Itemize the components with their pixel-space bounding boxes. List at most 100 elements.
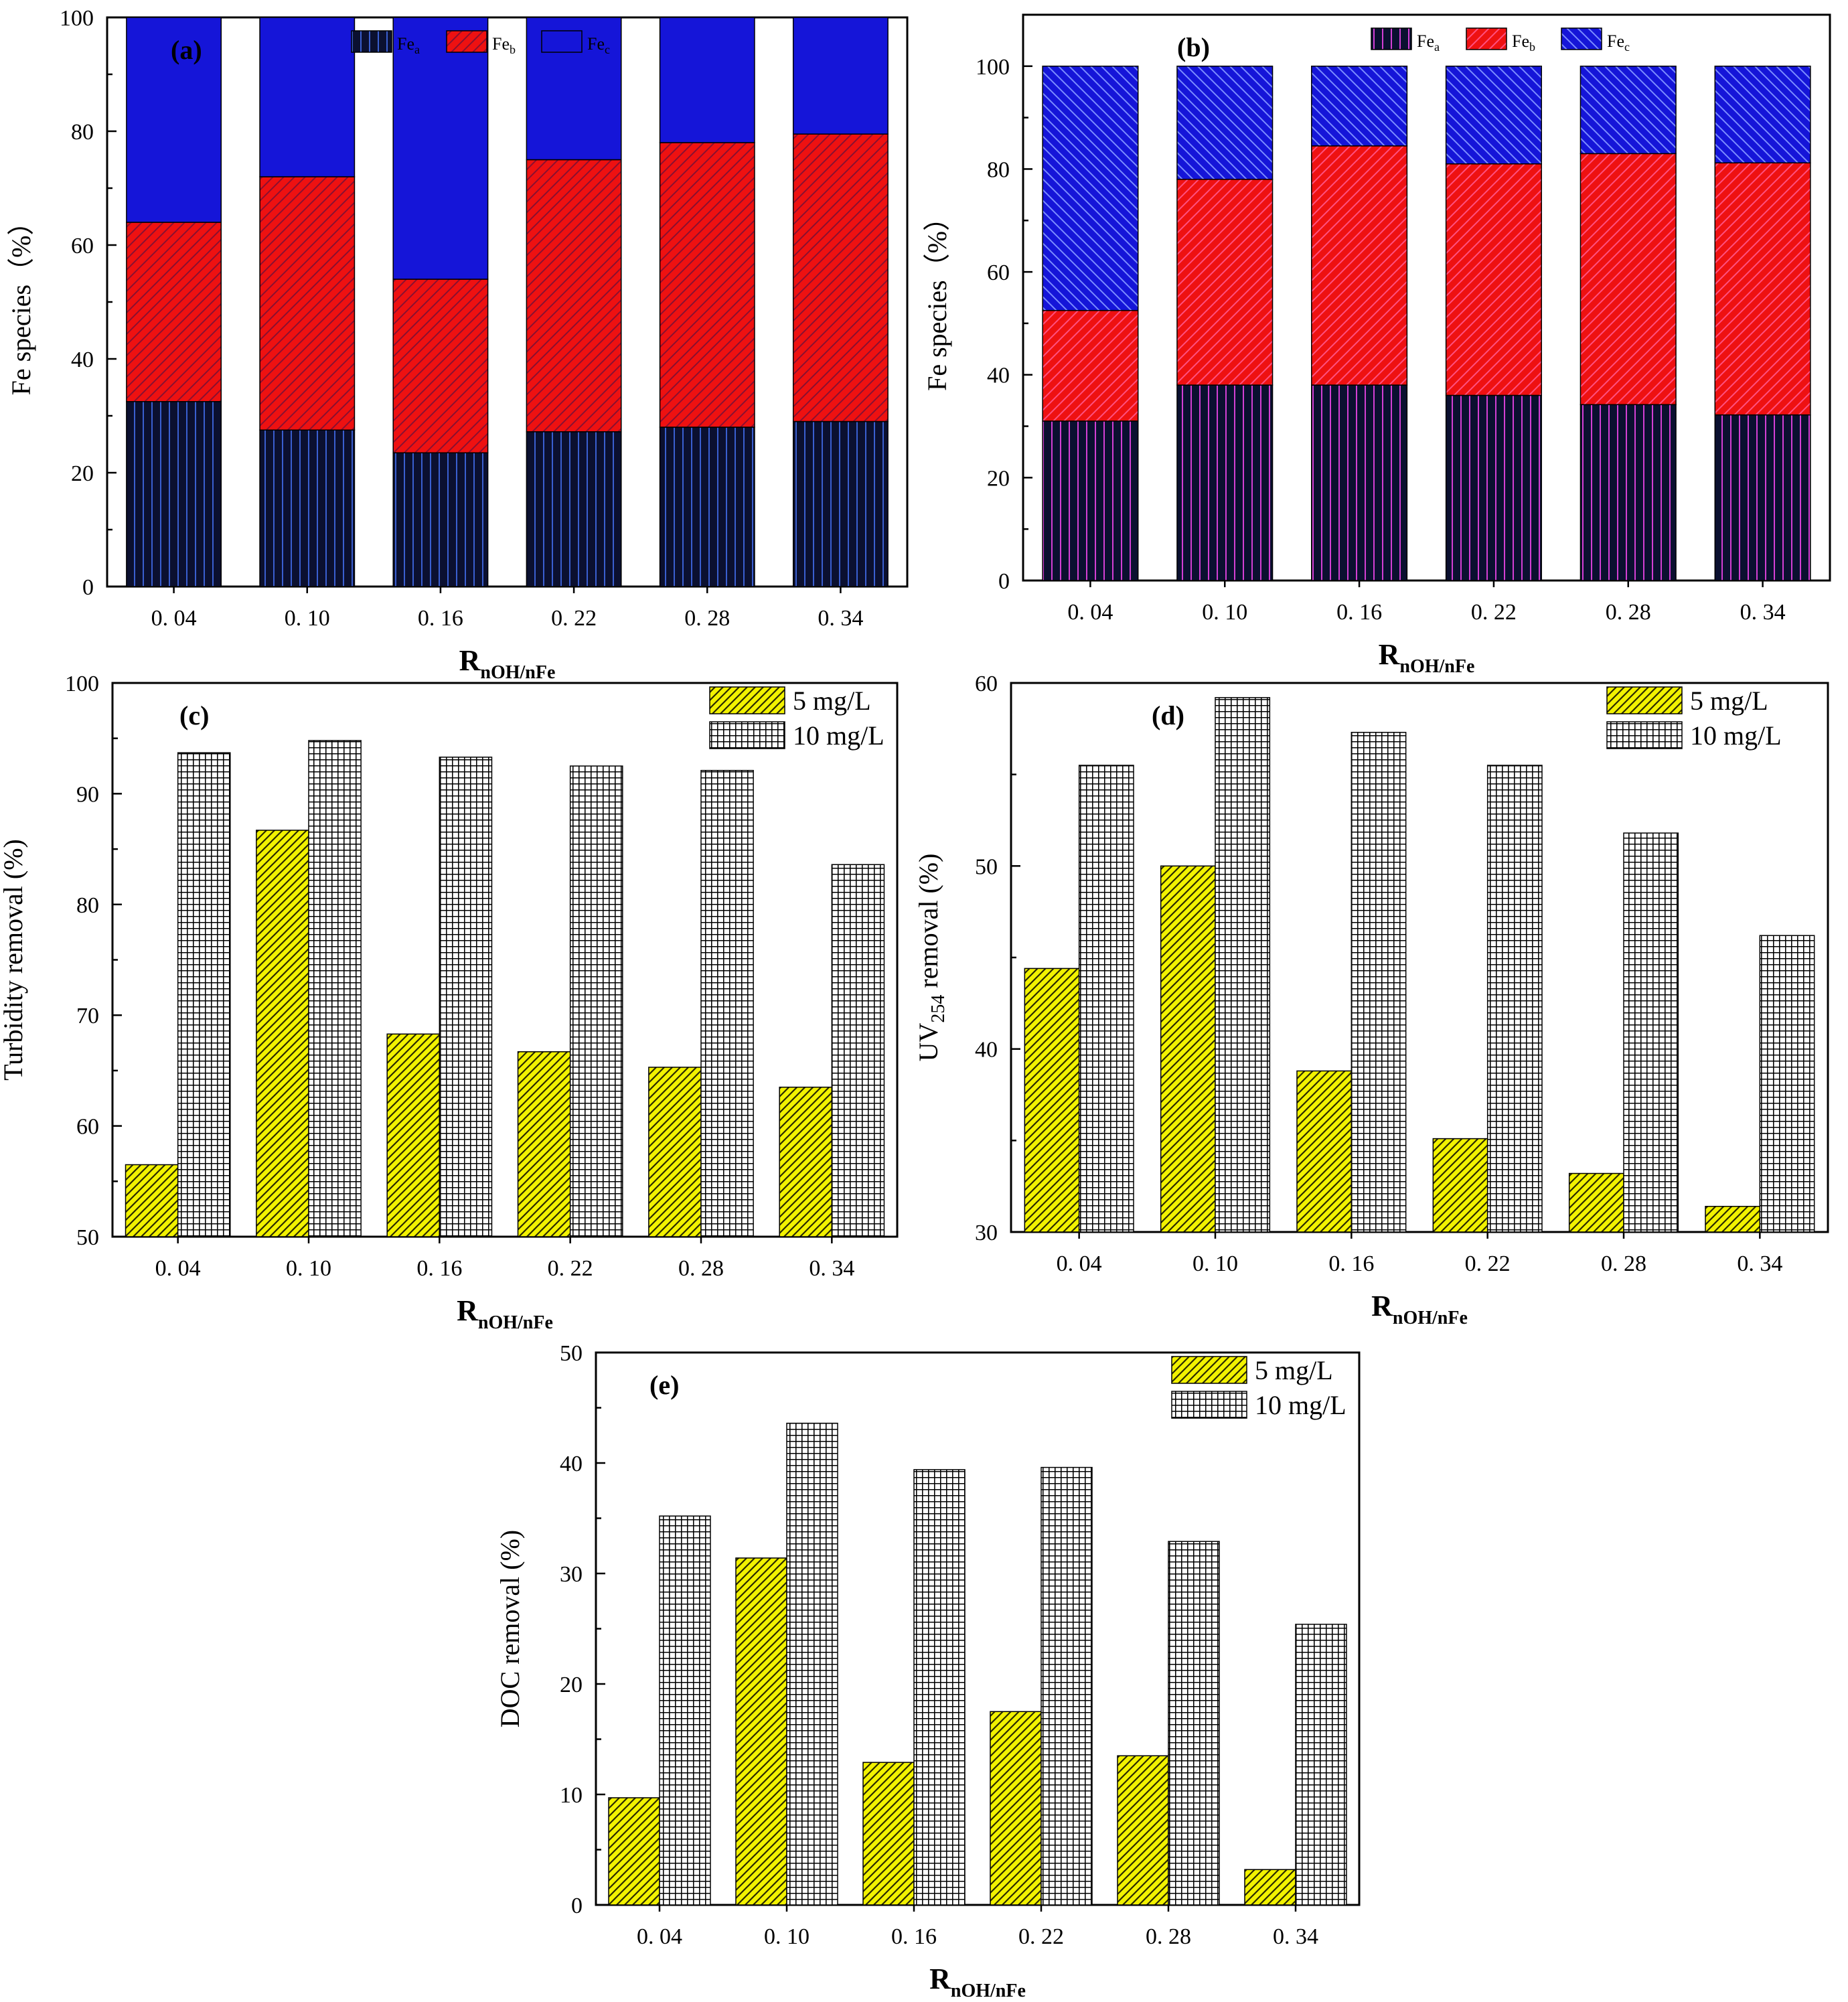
bar-fe-c bbox=[392, 17, 489, 280]
legend-name: Fe bbox=[492, 34, 510, 54]
legend-swatch-10mg bbox=[1606, 721, 1683, 749]
x-tick-label: 0. 16 bbox=[891, 1924, 937, 1949]
bar-fe-c bbox=[1714, 66, 1811, 163]
x-axis-title-main: R bbox=[1371, 1290, 1393, 1322]
bar-10mg bbox=[786, 1422, 838, 1906]
x-tick-label: 0. 16 bbox=[1336, 600, 1382, 625]
bar-fe-a bbox=[1714, 414, 1811, 581]
y-tick-label: 70 bbox=[76, 1004, 99, 1028]
legend-label-5mg: 5 mg/L bbox=[793, 686, 871, 716]
panel-label: (b) bbox=[1177, 32, 1210, 62]
bar-10mg bbox=[1486, 765, 1543, 1233]
legend-swatch-fe-a bbox=[1371, 27, 1412, 50]
bar-fe-a bbox=[1445, 394, 1542, 581]
bar-5mg bbox=[608, 1797, 660, 1906]
legend-label-10mg: 10 mg/L bbox=[1690, 720, 1782, 751]
legend-swatch-fe-c bbox=[541, 30, 583, 53]
legend-name: Fe bbox=[1417, 31, 1434, 51]
legend-swatch-5mg bbox=[709, 686, 785, 714]
y-axis-title: Turbidity removal (%) bbox=[0, 839, 28, 1081]
y-tick-label: 50 bbox=[76, 1225, 99, 1250]
bar-fe-b bbox=[126, 222, 222, 402]
bar-10mg bbox=[439, 757, 493, 1237]
bar-fe-b bbox=[1580, 153, 1677, 406]
x-tick-label: 0. 10 bbox=[1192, 1251, 1238, 1276]
legend-name: Fe bbox=[397, 34, 414, 54]
x-tick-label: 0. 10 bbox=[764, 1924, 810, 1949]
bar-fe-c bbox=[259, 17, 356, 177]
legend-name: Fe bbox=[587, 34, 605, 54]
x-tick-label: 0. 34 bbox=[1737, 1251, 1782, 1276]
x-axis-title-main: R bbox=[1379, 638, 1401, 671]
x-tick-label: 0. 34 bbox=[1273, 1924, 1318, 1949]
bar-fe-c bbox=[1445, 66, 1542, 165]
bar-10mg bbox=[659, 1515, 711, 1906]
y-tick-label: 0 bbox=[998, 569, 1010, 594]
x-axis-title-sub: nOH/nFe bbox=[1399, 656, 1474, 677]
bar-10mg bbox=[1215, 697, 1271, 1233]
legend-subscript: c bbox=[1624, 40, 1630, 54]
bar-10mg bbox=[569, 765, 623, 1237]
x-tick-label: 0. 10 bbox=[1202, 600, 1247, 625]
x-tick-label: 0. 28 bbox=[1601, 1251, 1646, 1276]
bar-fe-b bbox=[1176, 179, 1274, 386]
bar-5mg bbox=[1160, 865, 1216, 1233]
y-axis-title: DOC removal (%) bbox=[495, 1530, 525, 1727]
bar-5mg bbox=[1117, 1755, 1169, 1906]
x-axis-title: RnOH/nFe bbox=[459, 644, 556, 683]
x-tick-label: 0. 28 bbox=[1606, 600, 1651, 625]
y-axis-title-sub: 254 bbox=[928, 995, 949, 1023]
legend-subscript: c bbox=[605, 43, 610, 56]
y-tick-label: 80 bbox=[987, 157, 1010, 182]
y-tick-label: 40 bbox=[560, 1452, 583, 1476]
bar-fe-b bbox=[526, 159, 622, 433]
panel-label: (a) bbox=[171, 35, 202, 65]
y-tick-label: 60 bbox=[71, 234, 94, 258]
legend-swatch-fe-a bbox=[351, 30, 392, 53]
bar-fe-c bbox=[792, 17, 889, 135]
bar-10mg bbox=[1759, 935, 1815, 1233]
y-tick-label: 40 bbox=[987, 364, 1010, 388]
legend-label-fe-a: Fea bbox=[397, 34, 420, 56]
legend-swatch-10mg bbox=[709, 721, 785, 749]
legend-swatch-5mg bbox=[1171, 1356, 1247, 1384]
bar-5mg bbox=[779, 1086, 833, 1237]
bar-5mg bbox=[517, 1051, 571, 1237]
bar-5mg bbox=[256, 830, 309, 1237]
bar-fe-b bbox=[1445, 163, 1542, 396]
x-tick-label: 0. 04 bbox=[1057, 1251, 1102, 1276]
y-tick-label: 30 bbox=[560, 1562, 583, 1587]
bar-10mg bbox=[700, 769, 754, 1237]
x-axis-title-sub: nOH/nFe bbox=[478, 1312, 553, 1333]
y-tick-label: 0 bbox=[82, 575, 94, 600]
x-axis-title: RnOH/nFe bbox=[929, 1962, 1026, 2001]
y-tick-label: 40 bbox=[975, 1038, 998, 1063]
bar-fe-c bbox=[1580, 66, 1677, 155]
y-tick-label: 30 bbox=[975, 1221, 998, 1245]
chart-panel-d: 30 40 50 60 0. 04 0. 10 0. 16 0. 22 0. 28 0. 34 (d… bbox=[913, 672, 1829, 1328]
x-tick-label: 0. 34 bbox=[809, 1256, 854, 1281]
x-tick-label: 0. 28 bbox=[1146, 1924, 1191, 1949]
legend-swatch-fe-b bbox=[1466, 27, 1507, 50]
bar-10mg bbox=[1041, 1466, 1093, 1906]
y-tick-label: 80 bbox=[71, 120, 94, 145]
x-tick-label: 0. 16 bbox=[1328, 1251, 1374, 1276]
plot-frame bbox=[1022, 13, 1831, 582]
y-tick-label: 80 bbox=[76, 893, 99, 918]
x-axis-title-sub: nOH/nFe bbox=[1393, 1308, 1468, 1328]
y-tick-label: 50 bbox=[560, 1341, 583, 1366]
bar-fe-a bbox=[659, 427, 755, 587]
bar-fe-a bbox=[126, 401, 222, 587]
bar-5mg bbox=[1244, 1869, 1296, 1906]
bar-5mg bbox=[1705, 1205, 1761, 1233]
x-axis-title: RnOH/nFe bbox=[1371, 1290, 1468, 1328]
y-tick-label: 100 bbox=[976, 55, 1010, 80]
bar-fe-b bbox=[259, 176, 356, 431]
x-tick-label: 0. 34 bbox=[1740, 600, 1786, 625]
bar-fe-b bbox=[1714, 162, 1811, 416]
legend-swatch-fe-b bbox=[446, 30, 487, 53]
y-tick-label: 20 bbox=[71, 461, 94, 486]
legend-name: Fe bbox=[1512, 31, 1529, 51]
x-tick-label: 0. 28 bbox=[684, 606, 730, 631]
legend-swatch-5mg bbox=[1606, 686, 1683, 714]
